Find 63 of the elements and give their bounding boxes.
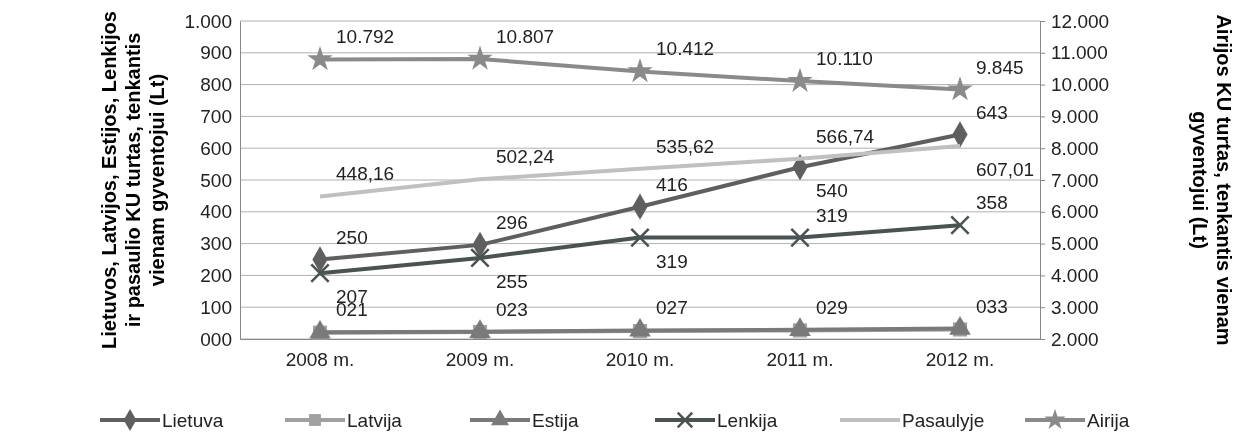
y2-tick-label: 4.000 [1051, 264, 1099, 286]
data-label: 535,62 [656, 135, 715, 157]
data-label: 033 [976, 295, 1008, 317]
point [470, 247, 490, 268]
legend-label: Latvija [347, 410, 403, 431]
y2-tick-label: 11.000 [1051, 42, 1108, 64]
y-tick-label: 900 [200, 42, 232, 64]
y2-tick-label: 7.000 [1051, 169, 1099, 191]
data-label: 255 [496, 270, 528, 292]
x-tick-label: 2011 m. [766, 349, 834, 371]
y-tick-label: 200 [200, 264, 232, 286]
y2-tick-label: 5.000 [1051, 233, 1099, 255]
data-label: 540 [816, 180, 848, 202]
point [630, 227, 650, 248]
point [790, 227, 810, 248]
y2-tick-label: 2.000 [1051, 328, 1099, 350]
data-label: 10.412 [656, 38, 715, 60]
y-tick-label: 500 [200, 169, 232, 191]
data-label: 023 [496, 298, 528, 320]
data-label: 358 [976, 192, 1008, 214]
x-tick-label: 2008 m. [285, 349, 355, 371]
data-label: 027 [656, 297, 688, 319]
y-tick-label: 800 [200, 74, 232, 96]
x-tick-label: 2012 m. [925, 349, 995, 371]
data-label: 10.792 [336, 26, 395, 48]
y-tick-label: 100 [200, 296, 232, 318]
y-tick-label: 000 [200, 328, 232, 350]
y2-tick-label: 9.000 [1051, 105, 1099, 127]
legend-label: Lietuva [162, 410, 224, 431]
y-tick-label: 300 [200, 233, 232, 255]
y-tick-label: 700 [200, 105, 232, 127]
data-label: 607,01 [976, 158, 1035, 180]
data-label: 448,16 [336, 163, 395, 185]
data-label: 319 [656, 250, 688, 272]
data-label: 502,24 [496, 146, 555, 168]
data-label: 319 [816, 204, 848, 226]
x-tick-label: 2009 m. [445, 349, 515, 371]
data-label: 643 [976, 101, 1008, 123]
y-tick-label: 1.000 [184, 10, 232, 32]
y-tick-label: 400 [200, 201, 232, 223]
point [310, 263, 330, 284]
data-label: 296 [496, 211, 528, 233]
legend-label: Airija [1087, 410, 1130, 431]
y2-tick-label: 6.000 [1051, 201, 1099, 223]
x-tick-label: 2010 m. [605, 349, 675, 371]
data-label: 029 [816, 296, 848, 318]
y-axis-title: Lietuvos, Latvijos, Estijos, Lenkijos ir pasaulio KU turtas, tenkantis vienam gyventojui (Lt) [98, 11, 169, 349]
data-label: 250 [336, 226, 368, 248]
y2-tick-label: 12.000 [1051, 10, 1110, 32]
y-tick-label: 600 [200, 137, 232, 159]
data-label: 416 [656, 173, 688, 195]
data-label: 566,74 [816, 125, 875, 147]
data-label: 10.807 [496, 25, 555, 47]
point [950, 215, 970, 236]
legend-label: Lenkija [717, 410, 778, 431]
data-label: 10.110 [816, 48, 873, 70]
data-label: 9.845 [976, 56, 1024, 78]
y2-tick-label: 10.000 [1051, 74, 1110, 96]
legend-label: Pasaulyje [902, 410, 985, 431]
y2-axis-title: Airijos KU turtas, tenkantis vienam gyventojui (Lt) [1188, 14, 1235, 346]
legend-label: Estija [532, 410, 579, 431]
y2-tick-label: 8.000 [1051, 137, 1099, 159]
y2-tick-label: 3.000 [1051, 296, 1099, 318]
